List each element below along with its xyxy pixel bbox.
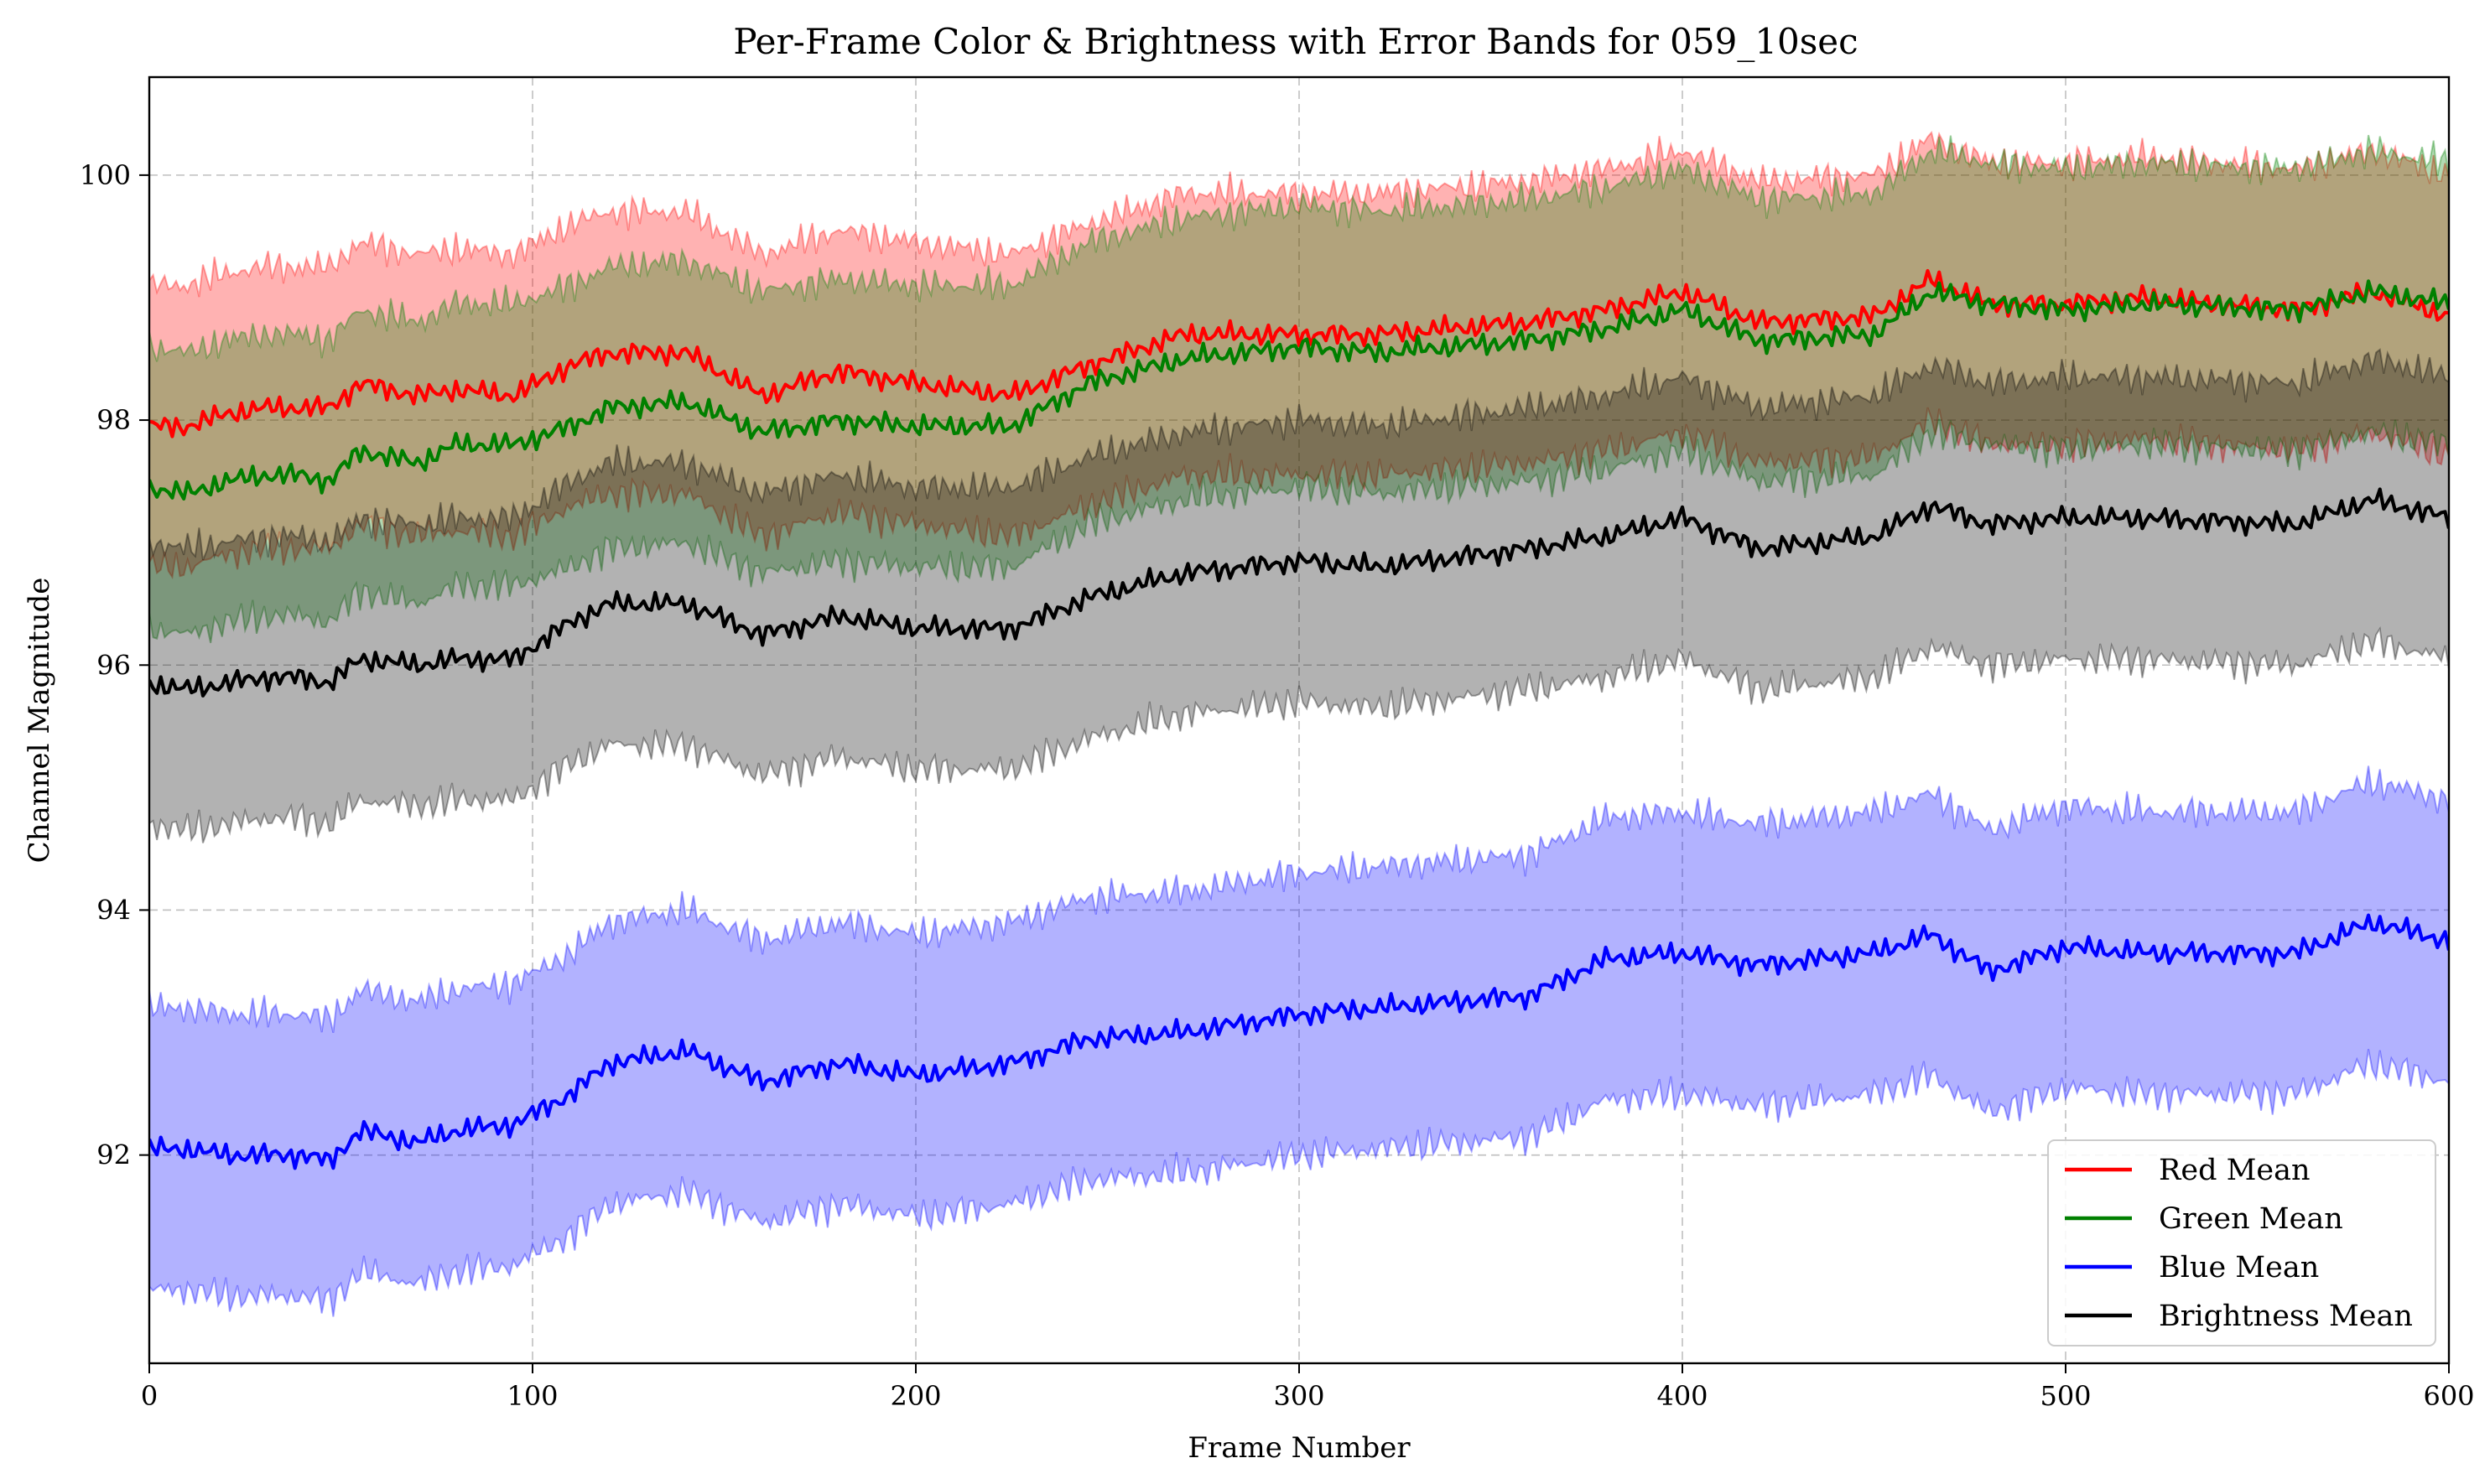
x-tick-label: 600 xyxy=(2423,1380,2474,1412)
y-tick-label: 100 xyxy=(80,159,131,191)
y-tick-label: 92 xyxy=(96,1139,131,1171)
x-tick-label: 200 xyxy=(890,1380,941,1412)
brightness-mean-band-upper-edge xyxy=(149,348,2449,561)
y-tick-label: 98 xyxy=(96,404,131,436)
legend-label-red-mean: Red Mean xyxy=(2159,1154,2311,1187)
x-tick-label: 400 xyxy=(1656,1380,1708,1412)
red-mean-line xyxy=(149,268,2449,438)
legend: Red Mean Green Mean Blue Mean Brightness Me… xyxy=(2047,1139,2436,1346)
red-mean-band xyxy=(149,132,2449,578)
brightness-mean-band-lower-edge xyxy=(149,626,2449,843)
green-mean-band xyxy=(149,135,2449,643)
blue-mean-band xyxy=(149,765,2449,1317)
y-axis: 92 94 96 98 100 xyxy=(80,159,149,1171)
error-bands xyxy=(149,130,2449,1317)
x-tick-label: 500 xyxy=(2040,1380,2091,1412)
grid xyxy=(149,77,2449,1363)
legend-box xyxy=(2047,1139,2436,1346)
green-mean-line xyxy=(149,279,2449,501)
chart-title: Per-Frame Color & Brightness with Error … xyxy=(733,21,1858,62)
x-axis-label: Frame Number xyxy=(1188,1431,1411,1465)
red-mean-band-lower-edge xyxy=(149,407,2449,580)
y-tick-label: 94 xyxy=(96,894,131,926)
blue-mean-line xyxy=(149,913,2449,1170)
brightness-mean-line xyxy=(149,487,2449,698)
legend-label-brightness-mean: Brightness Mean xyxy=(2159,1300,2413,1333)
blue-mean-band-lower-edge xyxy=(149,1049,2449,1317)
legend-label-blue-mean: Blue Mean xyxy=(2159,1251,2319,1284)
x-tick-label: 100 xyxy=(507,1380,558,1412)
blue-mean-band-upper-edge xyxy=(149,765,2449,1033)
y-tick-label: 96 xyxy=(96,649,131,681)
green-mean-band-lower-edge xyxy=(149,418,2449,644)
legend-label-green-mean: Green Mean xyxy=(2159,1202,2343,1236)
x-axis: 0 100 200 300 400 500 600 xyxy=(141,1363,2475,1412)
brightness-mean-band xyxy=(149,349,2449,843)
red-mean-band-upper-edge xyxy=(149,130,2449,298)
green-mean-band-upper-edge xyxy=(149,134,2449,362)
x-tick-label: 0 xyxy=(141,1380,158,1412)
series-lines xyxy=(149,268,2449,1170)
x-tick-label: 300 xyxy=(1273,1380,1324,1412)
y-axis-label: Channel Magnitude xyxy=(23,578,56,864)
